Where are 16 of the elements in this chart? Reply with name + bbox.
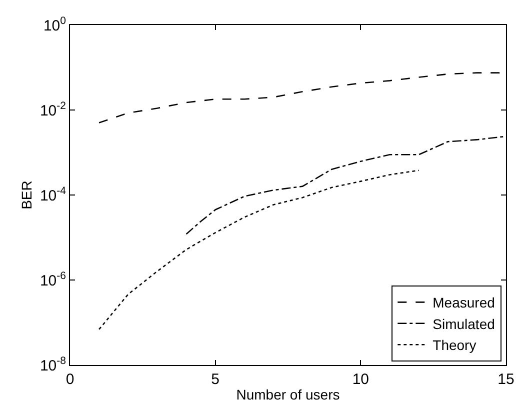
- y-tick-label: 10$^{-2}$: [40, 100, 66, 120]
- line-series: [186, 136, 506, 235]
- x-tick-label: 10: [352, 371, 370, 388]
- legend-label: Measured: [432, 294, 495, 311]
- y-tick-label: 10$^{0}$: [43, 14, 66, 34]
- legend-label: Simulated: [432, 316, 495, 332]
- legend-label: Theory: [432, 337, 476, 354]
- line-series: [98, 170, 420, 330]
- y-tick-label: 10$^{-4}$: [40, 184, 66, 204]
- x-tick-label: 15: [498, 371, 514, 388]
- y-tick-label: 10$^{-6}$: [40, 270, 66, 290]
- x-axis-title: Number of users: [236, 386, 340, 402]
- x-tick-label: 5: [211, 371, 220, 388]
- x-tick-label: 0: [66, 371, 74, 388]
- y-axis-title: BER: [18, 180, 35, 210]
- y-tick-label: 10$^{-8}$: [40, 354, 66, 374]
